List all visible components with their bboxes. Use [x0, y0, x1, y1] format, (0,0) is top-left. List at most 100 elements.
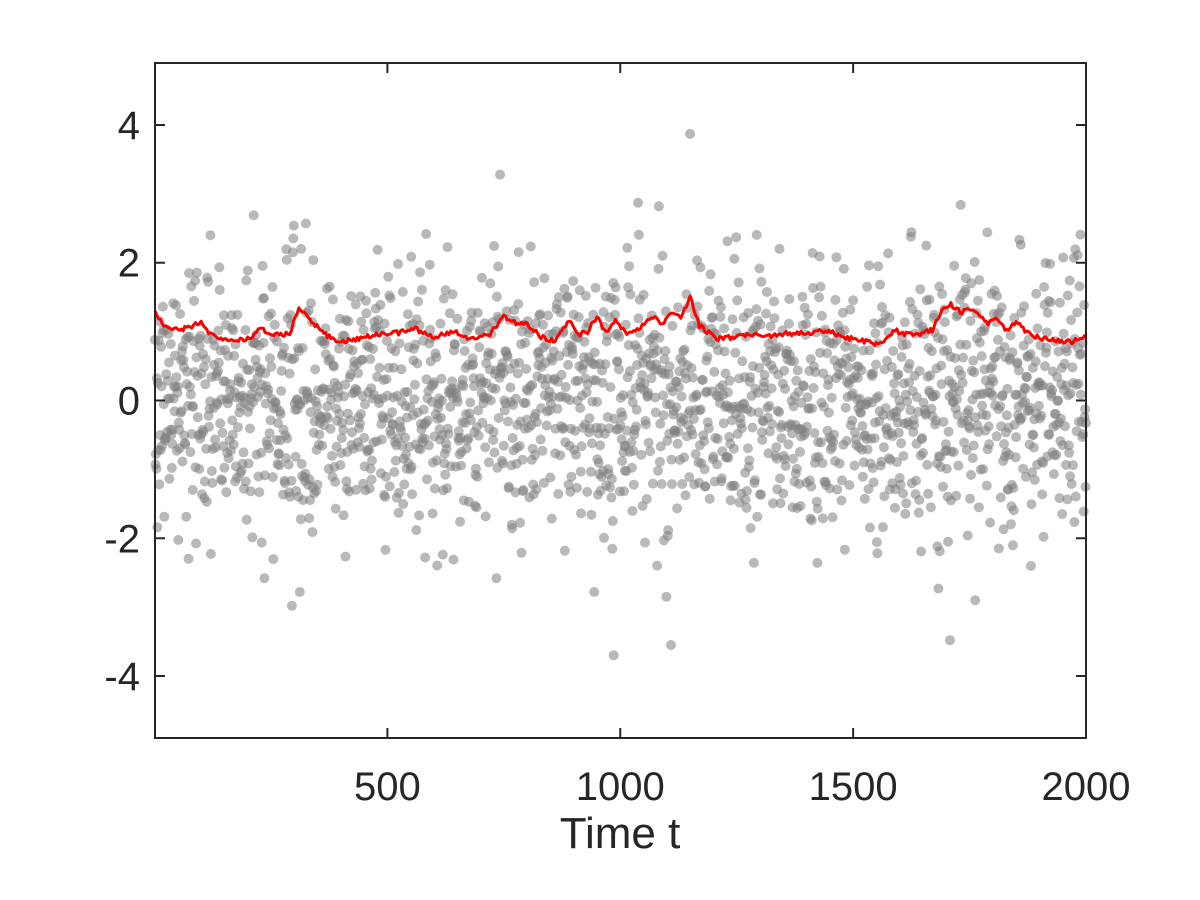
scatter-point: [360, 399, 370, 410]
scatter-point: [905, 405, 916, 416]
scatter-point: [177, 456, 188, 467]
scatter-point: [817, 513, 828, 524]
scatter-point: [229, 350, 240, 361]
scatter-point: [764, 426, 775, 437]
scatter-point: [232, 422, 243, 433]
scatter-point: [461, 443, 472, 454]
scatter-point: [1065, 388, 1076, 399]
scatter-point: [402, 386, 413, 397]
scatter-point: [295, 514, 306, 525]
scatter-point: [625, 366, 635, 376]
scatter-point: [1037, 489, 1048, 500]
scatter-point: [447, 376, 458, 387]
scatter-point: [304, 474, 315, 485]
scatter-point: [219, 462, 230, 473]
scatter-point: [296, 243, 307, 254]
scatter-point: [480, 511, 491, 522]
scatter-point: [966, 469, 976, 480]
scatter-point: [184, 268, 194, 279]
scatter-point: [606, 492, 617, 503]
scatter-point: [845, 304, 856, 315]
scatter-point: [725, 495, 736, 506]
scatter-point: [1052, 371, 1063, 382]
scatter-point: [731, 232, 742, 243]
scatter-point: [576, 508, 587, 519]
scatter-point: [636, 449, 647, 460]
scatter-point: [465, 397, 476, 408]
scatter-point: [985, 517, 996, 528]
scatter-point: [996, 302, 1007, 313]
scatter-point: [891, 457, 902, 468]
scatter-point: [814, 251, 825, 262]
scatter-point: [937, 334, 948, 345]
scatter-point: [728, 443, 739, 454]
scatter-point: [207, 478, 218, 488]
scatter-point: [802, 421, 812, 432]
scatter-point: [1023, 334, 1034, 345]
scatter-point: [409, 394, 420, 405]
scatter-point: [704, 493, 715, 504]
scatter-point: [188, 401, 199, 412]
scatter-point: [1008, 505, 1019, 516]
scatter-point: [328, 361, 339, 372]
scatter-point: [754, 263, 765, 274]
scatter-point: [157, 301, 168, 312]
scatter-point: [987, 390, 998, 401]
scatter-point: [718, 418, 729, 429]
scatter-point: [748, 557, 759, 568]
scatter-point: [290, 451, 301, 462]
scatter-point: [705, 269, 716, 280]
scatter-point: [497, 458, 508, 469]
scatter-point: [1054, 297, 1065, 308]
scatter-point: [775, 473, 785, 484]
scatter-point: [334, 408, 345, 419]
scatter-point: [828, 436, 839, 447]
scatter-point: [719, 323, 730, 334]
scatter-point: [995, 492, 1006, 503]
scatter-point: [802, 392, 813, 403]
scatter-point: [515, 517, 526, 528]
scatter-point: [204, 421, 214, 432]
scatter-point: [730, 347, 741, 358]
scatter-point: [273, 418, 283, 429]
scatter-point: [847, 415, 858, 426]
scatter-point: [978, 464, 989, 475]
scatter-point: [296, 458, 307, 469]
scatter-point: [447, 289, 458, 300]
scatter-point: [452, 396, 463, 407]
scatter-point: [236, 377, 247, 388]
scatter-point: [737, 356, 748, 367]
scatter-point: [676, 391, 687, 402]
scatter-point: [401, 449, 411, 460]
scatter-point: [272, 336, 282, 347]
scatter-point: [816, 437, 826, 448]
scatter-point: [879, 491, 890, 502]
scatter-point: [488, 435, 499, 445]
scatter-point: [535, 309, 546, 320]
scatter-point: [424, 259, 435, 270]
scatter-point: [921, 240, 932, 251]
scatter-point: [164, 357, 174, 368]
scatter-point: [562, 291, 573, 302]
scatter-point: [612, 356, 623, 367]
scatter-point: [948, 447, 959, 458]
scatter-point: [322, 413, 333, 424]
scatter-point: [759, 370, 770, 380]
scatter-point: [896, 352, 907, 362]
scatter-point: [687, 372, 698, 383]
scatter-point: [700, 481, 711, 492]
scatter-point: [1066, 315, 1077, 325]
scatter-point: [212, 366, 223, 377]
scatter-point: [413, 296, 424, 307]
scatter-point: [178, 355, 189, 365]
scatter-point: [368, 343, 378, 354]
scatter-point: [1053, 395, 1064, 406]
scatter-point: [936, 360, 947, 371]
scatter-point: [937, 289, 948, 299]
scatter-point: [514, 357, 525, 368]
scatter-point: [991, 431, 1002, 442]
scatter-point: [671, 402, 682, 413]
scatter-point: [266, 361, 277, 372]
scatter-point: [516, 547, 527, 558]
scatter-point: [752, 511, 763, 522]
